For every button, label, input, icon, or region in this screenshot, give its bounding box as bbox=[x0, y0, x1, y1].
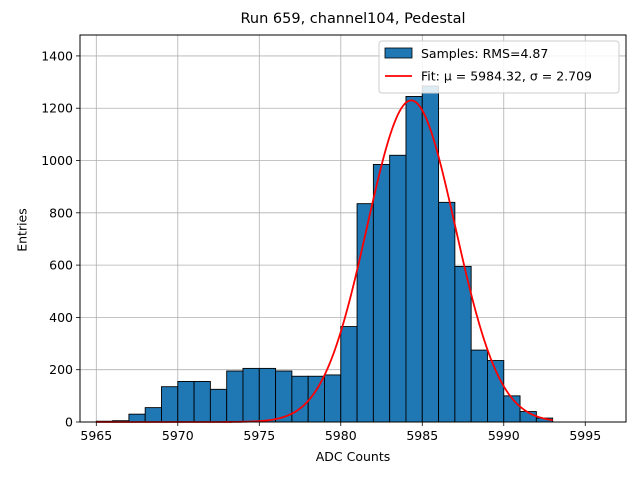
histogram-bar bbox=[128, 413, 146, 423]
histogram-bar bbox=[242, 367, 260, 423]
histogram-bar bbox=[193, 381, 211, 423]
histogram-bar bbox=[291, 375, 309, 423]
y-tick-label: 600 bbox=[49, 258, 73, 273]
histogram-bar bbox=[209, 388, 228, 423]
y-tick-label: 0 bbox=[65, 415, 73, 430]
histogram-bar bbox=[340, 326, 358, 423]
y-tick-label: 800 bbox=[49, 205, 73, 220]
histogram-bars bbox=[95, 85, 554, 423]
histogram-bar bbox=[144, 407, 162, 423]
x-tick-label: 5965 bbox=[80, 428, 112, 443]
legend-bar-swatch bbox=[384, 47, 413, 59]
histogram-bar bbox=[161, 386, 179, 423]
axis-ticks: 5965 5970 5975 5980 5985 5990 5995 0 200 400 600 80… bbox=[41, 48, 601, 443]
y-tick-label: 1200 bbox=[41, 101, 73, 116]
x-tick-label: 5990 bbox=[488, 428, 520, 443]
x-axis-label: ADC Counts bbox=[315, 449, 391, 464]
histogram-bar bbox=[405, 95, 423, 423]
histogram-bar bbox=[503, 395, 521, 423]
x-tick-label: 5985 bbox=[406, 428, 438, 443]
histogram-bar bbox=[421, 85, 440, 423]
histogram-bar bbox=[226, 370, 244, 423]
histogram-bar bbox=[389, 154, 407, 423]
y-tick-label: 400 bbox=[49, 310, 73, 325]
y-tick-label: 200 bbox=[49, 362, 73, 377]
y-tick-label: 1000 bbox=[41, 153, 73, 168]
legend: Samples: RMS=4.87 Fit: μ = 5984.32, σ = … bbox=[378, 40, 620, 94]
x-tick-label: 5975 bbox=[243, 428, 275, 443]
histogram-bar bbox=[438, 201, 456, 423]
chart-title: Run 659, channel104, Pedestal bbox=[240, 11, 466, 27]
histogram-bar bbox=[324, 374, 342, 423]
x-tick-label: 5995 bbox=[569, 428, 601, 443]
histogram-bar bbox=[470, 349, 488, 423]
legend-bar-label: Samples: RMS=4.87 bbox=[421, 46, 548, 61]
x-tick-label: 5980 bbox=[325, 428, 357, 443]
legend-box bbox=[378, 40, 620, 94]
histogram-bar bbox=[177, 381, 195, 423]
histogram-bar bbox=[258, 367, 277, 423]
legend-fit-label: Fit: μ = 5984.32, σ = 2.709 bbox=[421, 69, 592, 84]
histogram-bar bbox=[372, 163, 391, 423]
x-tick-label: 5970 bbox=[162, 428, 194, 443]
plot-frame bbox=[79, 34, 627, 423]
y-tick-label: 1400 bbox=[41, 48, 73, 63]
histogram-bar bbox=[454, 265, 472, 423]
